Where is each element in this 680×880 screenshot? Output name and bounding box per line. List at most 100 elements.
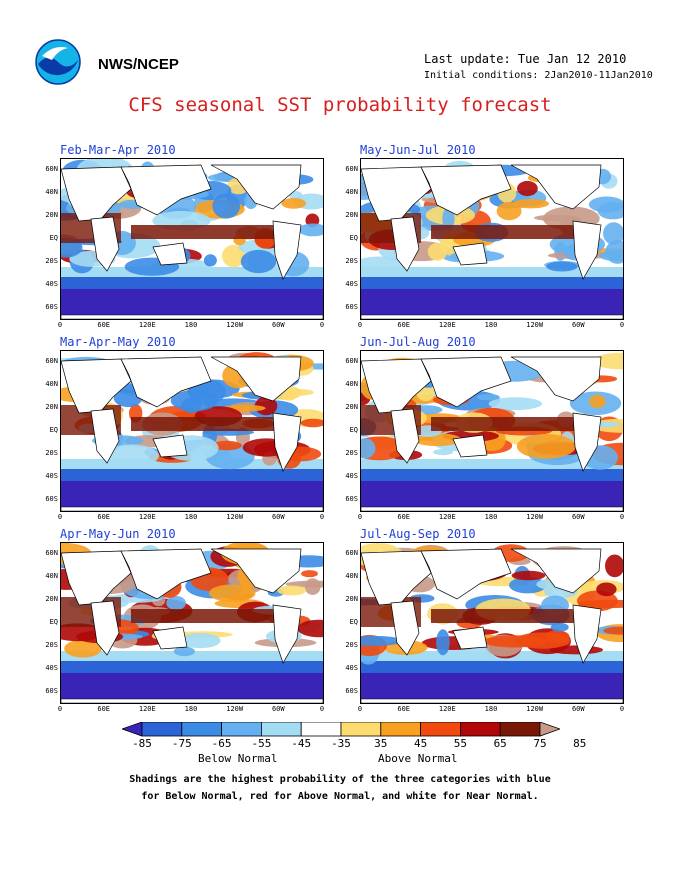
lat-label: 20N (45, 595, 58, 603)
lon-label: 120W (526, 705, 544, 713)
lon-label: 180 (484, 705, 498, 713)
lon-label: 180 (484, 513, 498, 521)
lat-label: 60N (345, 549, 358, 557)
sst-map-panel (360, 350, 624, 512)
lat-label: 40S (345, 664, 358, 672)
lon-label: 180 (184, 705, 198, 713)
lon-label: 0 (319, 705, 325, 713)
lon-label: 60E (397, 321, 411, 329)
lat-label: 60N (45, 549, 58, 557)
panel-title: Jul-Aug-Sep 2010 (360, 527, 476, 541)
lat-label: 40N (45, 572, 58, 580)
lat-label: 60N (45, 165, 58, 173)
lon-label: 60W (571, 321, 585, 329)
lat-label: EQ (49, 234, 58, 242)
lon-label: 60E (97, 321, 111, 329)
lat-label: EQ (49, 426, 58, 434)
lon-label: 0 (57, 513, 63, 521)
lon-label: 60W (571, 705, 585, 713)
lon-label: 180 (184, 513, 198, 521)
panel-title: Jun-Jul-Aug 2010 (360, 335, 476, 349)
lat-label: 20S (45, 449, 58, 457)
lat-label: EQ (349, 234, 358, 242)
lon-label: 0 (319, 321, 325, 329)
lon-label: 60W (571, 513, 585, 521)
lat-label: 20N (45, 403, 58, 411)
lat-label: 60N (45, 357, 58, 365)
lat-label: 20N (45, 211, 58, 219)
lat-label: 20S (45, 641, 58, 649)
lat-label: 40N (345, 380, 358, 388)
colorbar-tick-label: -55 (251, 737, 272, 750)
initial-conditions: Initial conditions: 2Jan2010-11Jan2010 (424, 70, 653, 81)
lon-label: 120E (138, 513, 156, 521)
colorbar-tick-label: -85 (132, 737, 152, 750)
colorbar-tick-label: 75 (533, 737, 547, 750)
page-title: CFS seasonal SST probability forecast (128, 94, 552, 116)
lat-label: 60S (45, 687, 58, 695)
colorbar-tick-label: -75 (171, 737, 192, 750)
last-update: Last update: Tue Jan 12 2010 (424, 52, 627, 66)
lat-label: 60N (345, 165, 358, 173)
lon-label: 120W (526, 513, 544, 521)
colorbar-tick-label: 65 (493, 737, 507, 750)
lon-label: 120E (138, 321, 156, 329)
agency-name: NWS/NCEP (98, 56, 179, 73)
lon-label: 120W (226, 513, 244, 521)
lon-label: 120W (226, 705, 244, 713)
colorbar-tick-label: 35 (374, 737, 388, 750)
colorbar-tick-label: 55 (453, 737, 468, 750)
lat-label: 20S (345, 257, 358, 265)
lat-label: 40N (345, 188, 358, 196)
lon-label: 0 (619, 705, 625, 713)
sst-map-panel (360, 158, 624, 320)
lon-label: 0 (57, 705, 63, 713)
colorbar-tick-label: -35 (331, 737, 351, 750)
lat-label: 20S (345, 641, 358, 649)
colorbar-tick-label: 85 (573, 737, 587, 750)
colorbar-tick-label: 45 (413, 737, 428, 750)
lon-label: 60E (97, 705, 111, 713)
panel-title: Mar-Apr-May 2010 (60, 335, 176, 349)
lat-label: 60S (345, 687, 358, 695)
lat-label: 20N (345, 403, 358, 411)
lat-label: 20N (345, 595, 358, 603)
lat-label: 60S (45, 303, 58, 311)
above-normal-label: Above Normal (378, 752, 458, 765)
lon-label: 0 (357, 705, 363, 713)
lon-label: 0 (357, 321, 363, 329)
lon-label: 0 (619, 513, 625, 521)
lat-label: EQ (349, 618, 358, 626)
lon-label: 0 (619, 321, 625, 329)
sst-map-panel (60, 350, 324, 512)
lat-label: EQ (49, 618, 58, 626)
lon-label: 120E (438, 513, 456, 521)
colorbar (120, 721, 562, 744)
lon-label: 60W (271, 705, 285, 713)
lon-label: 180 (184, 321, 198, 329)
lat-label: 40S (345, 472, 358, 480)
lat-label: 40S (45, 472, 58, 480)
lon-label: 120E (438, 321, 456, 329)
lat-label: 60S (345, 495, 358, 503)
lon-label: 60W (271, 513, 285, 521)
lat-label: 40S (45, 664, 58, 672)
lon-label: 120E (138, 705, 156, 713)
lon-label: 0 (357, 513, 363, 521)
panel-title: May-Jun-Jul 2010 (360, 143, 476, 157)
lon-label: 0 (57, 321, 63, 329)
sst-map-panel (360, 542, 624, 704)
panel-title: Feb-Mar-Apr 2010 (60, 143, 176, 157)
lon-label: 180 (484, 321, 498, 329)
footnote-line-1: Shadings are the highest probability of … (129, 774, 551, 785)
lat-label: 60S (345, 303, 358, 311)
lat-label: 40N (345, 572, 358, 580)
sst-map-panel (60, 158, 324, 320)
lon-label: 60E (97, 513, 111, 521)
noaa-logo (34, 38, 82, 86)
footnote-line-2: for Below Normal, red for Above Normal, … (141, 791, 539, 802)
lat-label: 40N (45, 188, 58, 196)
lat-label: 40S (345, 280, 358, 288)
lat-label: 40S (45, 280, 58, 288)
lon-label: 120E (438, 705, 456, 713)
